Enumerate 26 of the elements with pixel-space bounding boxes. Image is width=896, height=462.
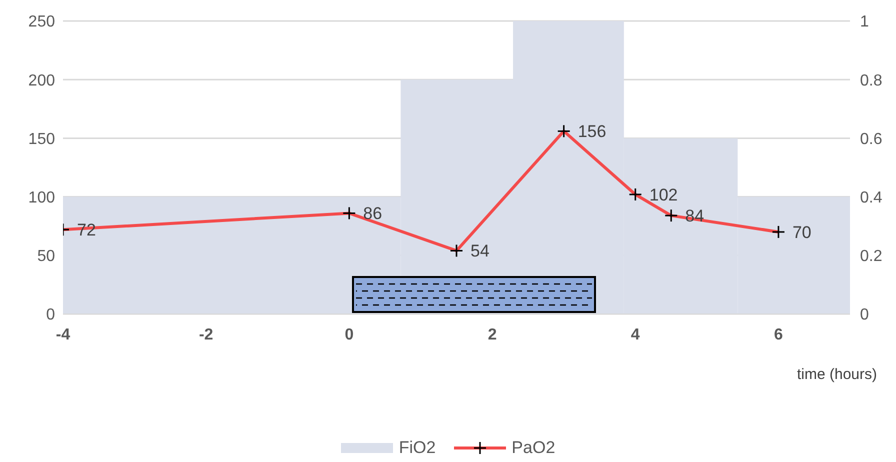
data-label: 86 (363, 204, 382, 224)
x-axis-title: time (hours) (797, 366, 878, 383)
y-tick-label: 200 (28, 72, 56, 90)
legend-label: FiO2 (398, 438, 436, 458)
y-tick-label: 0 (46, 306, 56, 324)
x-tick-label: 4 (630, 326, 640, 344)
y-tick-label: 50 (37, 248, 56, 266)
x-tick-label: 6 (774, 326, 783, 344)
y-tick-label: 100 (28, 189, 56, 206)
data-label: 102 (649, 185, 678, 204)
y2-tick-label: 1 (860, 14, 869, 31)
y-tick-label: 250 (28, 14, 56, 31)
y2-tick-label: 0.8 (860, 72, 882, 90)
x-tick-label: -4 (56, 326, 70, 344)
x-tick-label: -2 (198, 326, 214, 344)
y2-tick-label: 0.2 (860, 248, 882, 266)
data-label: 156 (578, 122, 606, 142)
x-tick-label: 0 (344, 326, 354, 344)
legend-label: PaO2 (512, 438, 556, 458)
y-tick-label: 150 (28, 130, 56, 148)
y2-tick-label: 0 (860, 306, 869, 324)
y2-tick-label: 0.6 (860, 130, 882, 148)
data-label: 70 (792, 222, 812, 242)
x-tick-label: 2 (488, 326, 497, 344)
y2-tick-label: 0.4 (860, 189, 882, 206)
data-label: 54 (470, 242, 490, 261)
